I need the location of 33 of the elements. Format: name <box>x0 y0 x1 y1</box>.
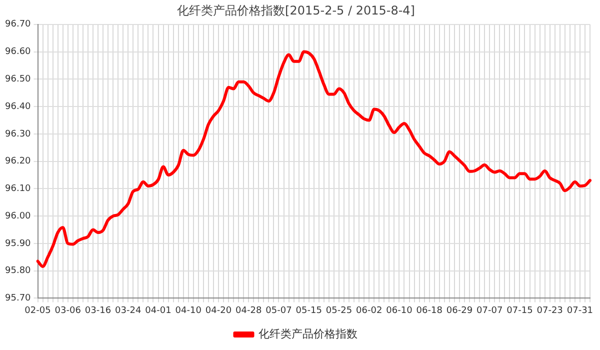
legend-label: 化纤类产品价格指数 <box>258 327 358 340</box>
y-tick-label: 96.00 <box>5 211 32 222</box>
x-tick-label: 05-15 <box>296 306 322 316</box>
x-tick-label: 06-29 <box>446 306 473 316</box>
x-tick-label: 04-10 <box>175 306 202 316</box>
x-tick-label: 07-15 <box>506 306 533 316</box>
y-tick-label: 95.70 <box>5 294 32 304</box>
chart-title: 化纤类产品价格指数[2015-2-5 / 2015-8-4] <box>177 3 415 18</box>
y-tick-label: 96.30 <box>5 129 32 140</box>
x-tick-label: 03-16 <box>84 306 112 316</box>
x-tick-label: 06-02 <box>356 306 382 316</box>
x-tick-label: 07-31 <box>566 306 594 316</box>
y-tick-label: 95.90 <box>5 238 32 249</box>
y-tick-label: 96.10 <box>5 184 32 194</box>
x-tick-label: 06-18 <box>416 306 443 316</box>
y-tick-label: 96.70 <box>5 20 32 30</box>
y-tick-label: 96.40 <box>5 102 32 112</box>
y-tick-label: 96.20 <box>5 156 32 167</box>
x-tick-label: 03-06 <box>54 306 82 316</box>
x-tick-label: 05-25 <box>326 306 352 316</box>
y-tick-label: 96.50 <box>5 74 32 85</box>
x-tick-label: 04-28 <box>236 306 262 316</box>
line-series <box>36 50 592 268</box>
x-tick-label: 04-20 <box>205 306 232 316</box>
x-tick-label: 05-07 <box>266 306 292 316</box>
x-tick-label: 04-01 <box>145 306 172 316</box>
x-tick-label: 06-10 <box>386 306 413 316</box>
x-tick-label: 07-07 <box>476 306 503 316</box>
x-tick-label: 03-24 <box>115 306 142 316</box>
x-tick-label: 07-23 <box>536 306 563 316</box>
y-tick-label: 96.60 <box>5 47 32 58</box>
y-tick-label: 95.80 <box>5 266 32 276</box>
x-tick-label: 02-05 <box>24 306 51 316</box>
